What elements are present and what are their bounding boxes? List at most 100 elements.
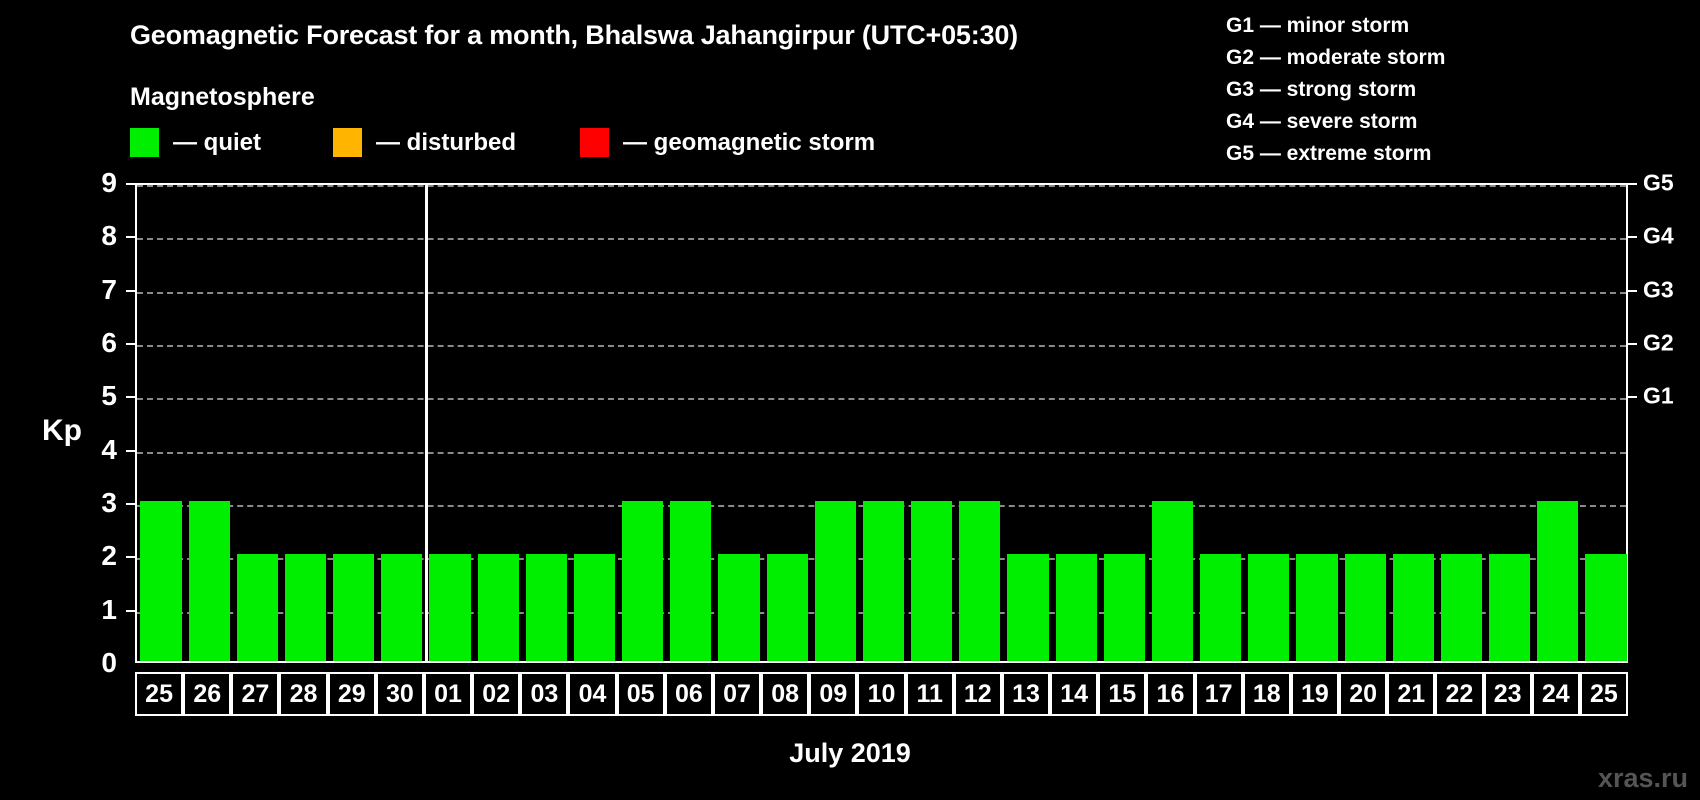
- date-label-14: 09: [809, 672, 858, 716]
- y-tick-label-6: 6: [101, 327, 117, 358]
- bar-22: [1440, 554, 1483, 661]
- date-label-24: 19: [1290, 672, 1340, 716]
- date-label-23: 18: [1242, 672, 1291, 716]
- y-tick-label-7: 7: [101, 273, 117, 305]
- bar-14: [1055, 554, 1097, 661]
- g-tick-mark-G3: [1628, 289, 1637, 292]
- legend-label-quiet: — quiet: [173, 128, 261, 156]
- bar-28: [284, 554, 327, 661]
- bar-26: [188, 501, 230, 661]
- date-label-4: 29: [327, 672, 376, 716]
- gscale-legend-row-3: G3 — strong storm: [1226, 78, 1417, 101]
- legend-entry-disturbed: — disturbed: [333, 128, 516, 157]
- date-label-19: 14: [1050, 672, 1099, 716]
- date-label-1: 26: [183, 672, 232, 716]
- watermark: xras.ru: [1597, 763, 1688, 793]
- date-label-29: 24: [1531, 672, 1580, 716]
- y-tick-mark-2: [126, 556, 135, 559]
- y-tick-mark-9: [126, 183, 135, 185]
- bar-11: [911, 501, 953, 661]
- bar-series: [137, 185, 1627, 661]
- bar-10: [862, 501, 905, 661]
- date-label-27: 22: [1435, 672, 1484, 716]
- legend-swatch-geomagnetic-storm: [580, 128, 609, 157]
- date-label-30: 25: [1579, 672, 1628, 716]
- bar-21: [1392, 554, 1434, 661]
- bar-18: [1248, 554, 1290, 661]
- y-tick-label-3: 3: [101, 487, 117, 518]
- y-tick-mark-4: [126, 449, 135, 452]
- g-tick-label-G4: G4: [1643, 222, 1674, 249]
- bar-20: [1344, 554, 1386, 661]
- gscale-legend-row-5: G5 — extreme storm: [1226, 142, 1432, 165]
- gscale-legend-row-2: G2 — moderate storm: [1226, 46, 1446, 69]
- date-label-18: 13: [1001, 672, 1051, 716]
- magnetosphere-label: Magnetosphere: [130, 83, 315, 111]
- date-label-8: 03: [520, 672, 569, 716]
- bar-25: [140, 501, 182, 661]
- legend-entry-quiet: — quiet: [130, 128, 261, 157]
- bar-19: [1296, 554, 1338, 661]
- gscale-legend-row-1: G1 — minor storm: [1226, 14, 1410, 37]
- y-tick-label-9: 9: [101, 167, 117, 198]
- gscale-legend: G1 — minor storm G2 — moderate storm G3 — …: [1226, 10, 1445, 170]
- x-axis-title: July 2019: [789, 738, 911, 768]
- bar-05: [622, 501, 664, 661]
- date-label-10: 05: [616, 672, 665, 716]
- y-tick-label-0: 0: [101, 647, 117, 678]
- date-label-2: 27: [231, 672, 280, 716]
- g-tick-mark-G1: [1628, 396, 1637, 399]
- date-label-21: 16: [1146, 672, 1195, 716]
- date-label-28: 23: [1483, 672, 1532, 716]
- date-label-16: 11: [905, 672, 954, 716]
- y-tick-label-4: 4: [101, 433, 117, 465]
- g-tick-label-G5: G5: [1643, 169, 1674, 196]
- g-scale-axis: G1 G2 G3 G4 G5: [1628, 170, 1700, 663]
- date-label-15: 10: [857, 672, 906, 716]
- y-tick-label-2: 2: [101, 540, 117, 572]
- bar-12: [959, 501, 1001, 661]
- bar-02: [477, 554, 519, 661]
- g-tick-label-G2: G2: [1643, 329, 1674, 356]
- g-tick-label-G1: G1: [1643, 382, 1674, 409]
- month-divider: [424, 185, 428, 661]
- y-axis: 0 1 2 3 4 5 6 7 8 9: [0, 167, 135, 678]
- date-label-3: 28: [279, 672, 328, 716]
- gridline-kp-6: [137, 345, 1626, 347]
- gridline-kp-8: [137, 238, 1626, 241]
- y-tick-mark-3: [126, 503, 135, 505]
- date-label-26: 21: [1387, 672, 1436, 716]
- date-label-22: 17: [1194, 672, 1243, 716]
- date-label-25: 20: [1339, 672, 1388, 716]
- bar-06: [670, 501, 712, 661]
- bar-29: [333, 554, 375, 661]
- y-tick-mark-7: [126, 289, 135, 292]
- g-tick-mark-G4: [1628, 236, 1637, 239]
- bar-03: [525, 554, 567, 661]
- plot-area: [135, 183, 1628, 663]
- date-label-17: 12: [953, 672, 1002, 716]
- date-label-5: 30: [375, 672, 424, 716]
- legend-label-geomagnetic-storm: — geomagnetic storm: [623, 128, 876, 156]
- legend-entry-geomagnetic-storm: — geomagnetic storm: [580, 128, 875, 157]
- bar-17: [1200, 554, 1242, 661]
- gscale-legend-row-4: G4 — severe storm: [1226, 110, 1418, 133]
- bar-25: [1585, 554, 1627, 661]
- date-label-0: 25: [135, 672, 184, 716]
- bar-04: [573, 554, 616, 661]
- legend-swatch-quiet: [130, 128, 159, 157]
- date-label-9: 04: [568, 672, 617, 716]
- bar-01: [429, 554, 471, 661]
- bar-16: [1151, 501, 1194, 661]
- bar-15: [1103, 554, 1145, 661]
- date-label-12: 07: [712, 672, 762, 716]
- date-axis: 25 26 27 28 29 30 01 02 03 04 05 06 07 08 09 10 11 12 13 14…: [135, 672, 1628, 716]
- bar-23: [1489, 554, 1531, 661]
- y-tick-label-1: 1: [101, 593, 117, 625]
- y-tick-mark-8: [126, 236, 135, 239]
- date-label-7: 02: [472, 672, 521, 716]
- gridline-kp-4: [137, 451, 1626, 454]
- y-axis-title: Kp: [42, 414, 82, 447]
- bar-09: [814, 501, 856, 661]
- y-tick-label-5: 5: [101, 380, 117, 412]
